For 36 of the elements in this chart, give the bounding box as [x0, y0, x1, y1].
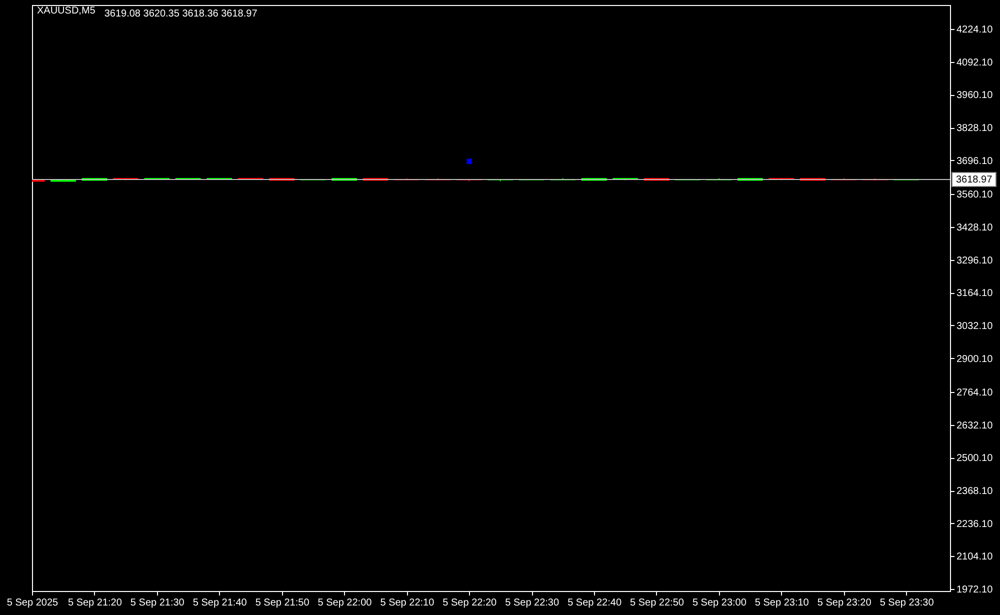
chart-subtitle: 3619.08 3620.35 3618.36 3618.97 — [104, 8, 258, 20]
y-tick-label: 3560.10 — [956, 190, 994, 201]
y-tick-label: 1972.10 — [956, 584, 994, 596]
y-tick-label: 3696.10 — [956, 156, 994, 167]
x-tick-label: 5 Sep 22:30 — [505, 598, 560, 608]
x-tick-label: 5 Sep 23:20 — [817, 598, 872, 608]
y-tick-label: 2500.10 — [956, 453, 994, 464]
x-tick-label: 5 Sep 22:10 — [380, 598, 435, 608]
x-tick-label: 5 Sep 21:50 — [255, 598, 310, 608]
y-tick-label: 2368.10 — [956, 486, 994, 498]
ref-line-label: 3618.97 — [956, 174, 993, 186]
y-tick-label: 2104.10 — [956, 552, 994, 563]
x-tick-label: 5 Sep 2025 — [6, 598, 59, 608]
x-tick-label: 5 Sep 21:40 — [192, 598, 248, 608]
x-tick-label: 5 Sep 23:30 — [880, 598, 934, 608]
x-tick-label: 5 Sep 23:00 — [692, 598, 747, 608]
x-tick-label: 5 Sep 21:30 — [130, 598, 185, 608]
y-tick-label: 2900.10 — [956, 354, 994, 365]
x-tick-label: 5 Sep 22:00 — [318, 598, 372, 608]
x-tick-label: 5 Sep 22:50 — [630, 598, 684, 608]
y-tick-label: 2632.10 — [956, 420, 994, 432]
x-tick-label: 5 Sep 23:10 — [754, 598, 810, 608]
y-tick-label: 2764.10 — [956, 388, 994, 399]
y-tick-label: 2236.10 — [956, 518, 994, 530]
x-tick-label: 5 Sep 22:20 — [442, 598, 498, 608]
y-tick-label: 3296.10 — [956, 255, 994, 266]
y-tick-label: 4092.10 — [956, 57, 994, 68]
y-tick-label: 3828.10 — [956, 123, 994, 134]
y-tick-label: 3428.10 — [956, 222, 994, 234]
x-tick-label: 5 Sep 21:20 — [68, 598, 122, 608]
y-tick-label: 3032.10 — [956, 320, 994, 332]
y-tick-label: 4224.10 — [956, 24, 994, 36]
y-tick-label: 3164.10 — [956, 288, 994, 300]
y-tick-label: 3960.10 — [956, 90, 994, 102]
x-tick-label: 5 Sep 22:40 — [568, 598, 622, 608]
chart-title: XAUUSD,M5 — [37, 6, 96, 16]
